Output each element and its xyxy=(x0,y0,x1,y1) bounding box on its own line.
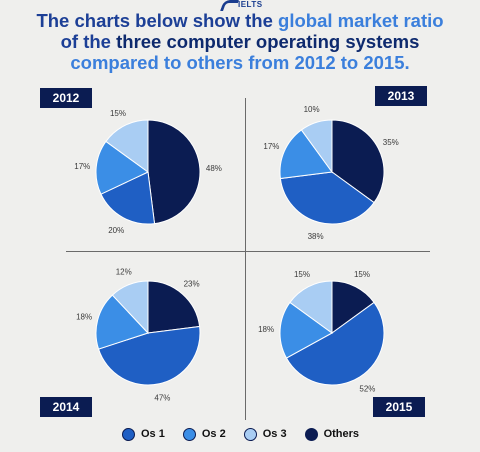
quadrant-divider-vertical xyxy=(245,98,246,420)
quadrant-divider-horizontal xyxy=(66,251,430,252)
pie-slice-2012-os2 xyxy=(95,140,149,195)
pie-label-2014-os1: 47% xyxy=(154,393,170,402)
title-line2-part2: three computer operating systems xyxy=(116,31,420,52)
brand-logo: IELTS xyxy=(218,0,264,12)
pie-label-2012-others: 48% xyxy=(206,164,222,173)
pie-label-2013-os3: 10% xyxy=(304,105,320,114)
pie-slice-2013-os3 xyxy=(300,119,333,174)
legend: Os 1 Os 2 Os 3 Others xyxy=(122,426,377,442)
year-label-2013: 2013 xyxy=(375,86,427,106)
pie-slice-2015-os2 xyxy=(279,301,333,359)
title-line1-part1: The charts below show the xyxy=(36,10,279,31)
pie-slice-2013-os1 xyxy=(279,171,375,225)
legend-item-os3: Os 3 xyxy=(243,427,287,441)
pie-label-2014-others: 23% xyxy=(184,280,200,289)
pie-slice-2014-os2 xyxy=(95,294,149,350)
pie-slice-2014-others xyxy=(147,280,201,334)
pie-slice-2013-os2 xyxy=(279,129,333,180)
pie-slice-2014-os3 xyxy=(111,280,149,335)
pie-label-2012-os2: 17% xyxy=(74,162,90,171)
title-line3: compared to others from 2012 to 2015. xyxy=(70,52,410,73)
legend-label-others: Others xyxy=(323,428,360,440)
pie-2015: 15% 52% 18% 15% xyxy=(258,270,385,394)
legend-swatch-os2 xyxy=(182,427,196,441)
pie-slice-2015-os1 xyxy=(285,301,385,386)
legend-label-os2: Os 2 xyxy=(201,428,226,440)
legend-label-os3: Os 3 xyxy=(262,428,287,440)
legend-item-os1: Os 1 xyxy=(122,427,165,441)
pie-label-2015-others: 15% xyxy=(354,270,370,279)
legend-swatch-os1 xyxy=(122,427,135,441)
legend-swatch-os3 xyxy=(243,427,257,441)
pie-label-2014-os2: 18% xyxy=(76,313,92,322)
title-line1-part2: global market ratio xyxy=(278,10,444,31)
page-title: The charts below show the global market … xyxy=(0,10,480,73)
legend-item-others: Others xyxy=(304,427,360,441)
pie-label-2013-others: 35% xyxy=(383,138,399,147)
pie-label-2012-os3: 15% xyxy=(110,109,126,118)
title-line2-part1: of the xyxy=(60,31,117,52)
pie-label-2012-os1: 20% xyxy=(108,226,124,235)
pie-2012: 48% 20% 17% 15% xyxy=(74,109,222,235)
pie-slice-2015-os3 xyxy=(289,280,333,334)
year-label-2015: 2015 xyxy=(373,397,425,417)
pie-label-2013-os1: 38% xyxy=(308,232,324,241)
year-label-2014: 2014 xyxy=(40,397,92,417)
legend-swatch-others xyxy=(304,427,318,441)
pie-label-2014-os3: 12% xyxy=(116,268,132,277)
pie-2014: 23% 47% 18% 12% xyxy=(76,268,201,402)
pie-slice-2015-others xyxy=(331,280,375,334)
pie-2013: 35% 38% 17% 10% xyxy=(263,105,398,241)
pie-label-2013-os2: 17% xyxy=(263,142,279,151)
logo-text: IELTS xyxy=(238,0,263,9)
year-label-2012: 2012 xyxy=(40,88,92,108)
legend-label-os1: Os 1 xyxy=(141,428,165,440)
pie-slice-2012-os1 xyxy=(100,171,156,225)
pie-slice-2012-others xyxy=(147,119,201,225)
legend-item-os2: Os 2 xyxy=(182,427,226,441)
pie-label-2015-os1: 52% xyxy=(359,385,375,394)
pie-slice-2013-others xyxy=(331,119,385,204)
pie-slice-2012-os3 xyxy=(105,119,149,173)
pie-label-2015-os3: 15% xyxy=(294,270,310,279)
pie-label-2015-os2: 18% xyxy=(258,325,274,334)
